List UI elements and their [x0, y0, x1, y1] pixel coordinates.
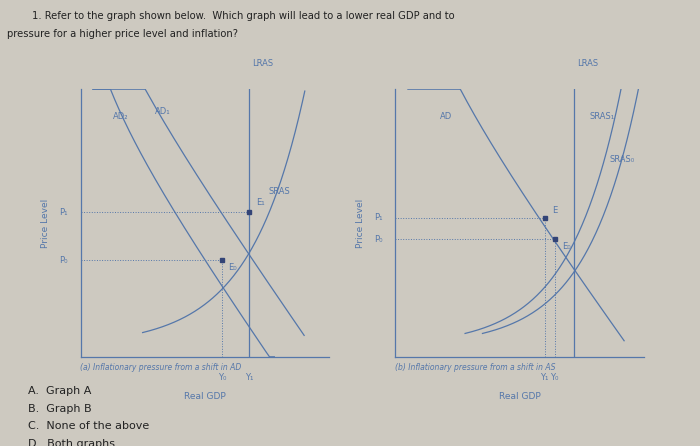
Text: LRAS: LRAS: [577, 59, 598, 68]
Text: P₀: P₀: [60, 256, 68, 265]
Text: (a) Inflationary pressure from a shift in AD: (a) Inflationary pressure from a shift i…: [80, 363, 242, 372]
Text: (b) Inflationary pressure from a shift in AS: (b) Inflationary pressure from a shift i…: [395, 363, 556, 372]
Text: SRAS: SRAS: [268, 187, 290, 196]
Text: E₁: E₁: [256, 198, 265, 207]
Text: AD: AD: [440, 112, 452, 121]
Text: D.  Both graphs: D. Both graphs: [28, 439, 115, 446]
Text: Y₀: Y₀: [550, 373, 559, 382]
Text: P₀: P₀: [374, 235, 383, 244]
Text: B.  Graph B: B. Graph B: [28, 404, 92, 413]
Text: LRAS: LRAS: [252, 59, 273, 68]
Text: Price Level: Price Level: [356, 198, 365, 248]
Text: A.  Graph A: A. Graph A: [28, 386, 92, 396]
Text: P₁: P₁: [374, 213, 383, 222]
Text: E: E: [552, 206, 557, 215]
Text: SRAS₀: SRAS₀: [609, 155, 634, 164]
Text: E₀: E₀: [228, 263, 237, 272]
Text: Price Level: Price Level: [41, 198, 50, 248]
Text: pressure for a higher price level and inflation?: pressure for a higher price level and in…: [7, 29, 238, 39]
Text: C.  None of the above: C. None of the above: [28, 421, 149, 431]
Text: E₀: E₀: [562, 242, 570, 251]
Text: AD₂: AD₂: [113, 112, 128, 121]
Text: AD₁: AD₁: [155, 107, 171, 116]
Text: Y₁: Y₁: [245, 373, 253, 382]
Text: Real GDP: Real GDP: [184, 392, 225, 401]
Text: Real GDP: Real GDP: [499, 392, 540, 401]
Text: SRAS₁: SRAS₁: [589, 112, 615, 121]
Text: Y₁: Y₁: [540, 373, 549, 382]
Text: Y₀: Y₀: [218, 373, 226, 382]
Text: 1. Refer to the graph shown below.  Which graph will lead to a lower real GDP an: 1. Refer to the graph shown below. Which…: [7, 11, 454, 21]
Text: P₁: P₁: [60, 208, 68, 217]
